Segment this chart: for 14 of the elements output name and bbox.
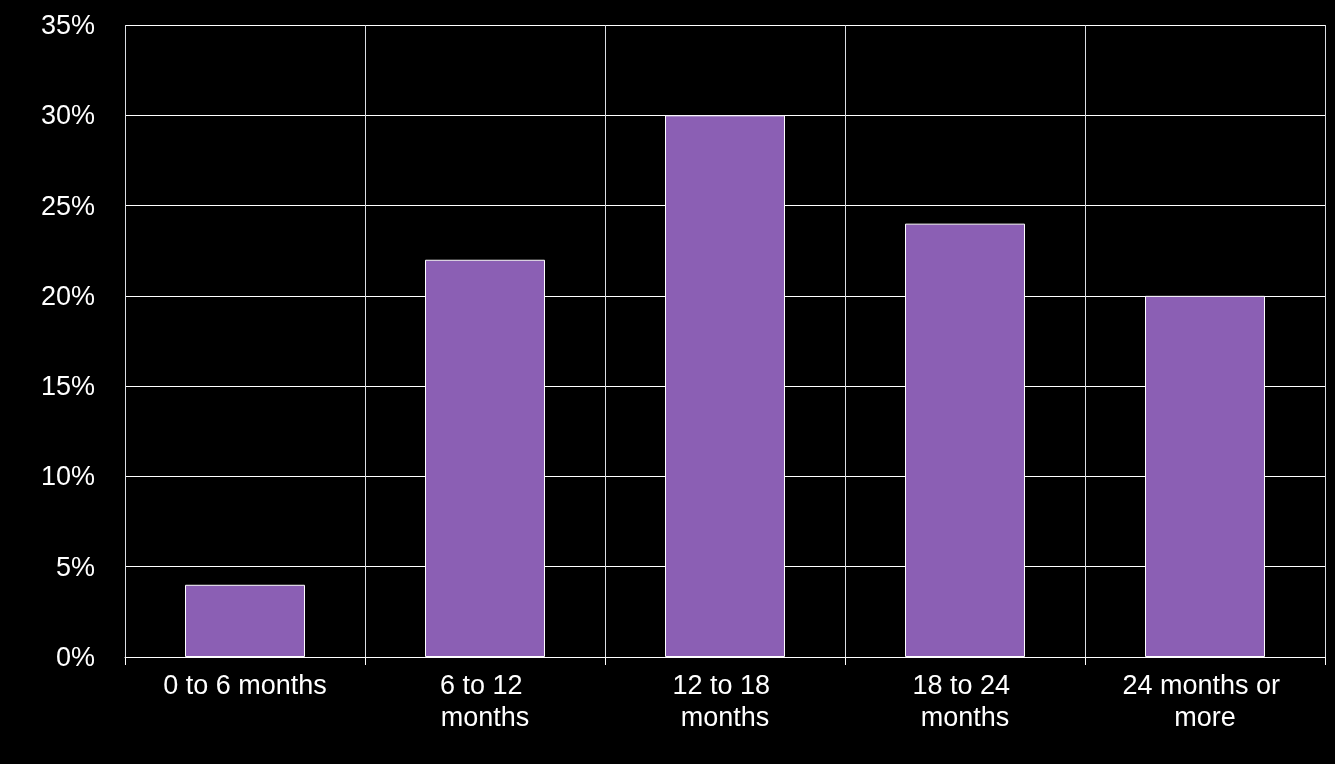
y-tick-label: 5% [55, 551, 95, 582]
x-tick-label: 24 months or more [1122, 670, 1288, 732]
x-tick-label: 0 to 6 months [163, 670, 327, 700]
y-tick-label: 10% [40, 461, 95, 492]
y-tick-label: 25% [40, 190, 95, 221]
y-tick-label: 20% [40, 280, 95, 311]
y-tick-label: 0% [55, 642, 95, 672]
y-tick-label: 30% [40, 100, 95, 131]
y-tick-label: 15% [40, 371, 95, 402]
bar [185, 584, 305, 657]
x-tick-label: 18 to 24 months [912, 670, 1018, 732]
x-tick-label: 6 to 12 months [439, 670, 531, 732]
y-tick-label: 35% [40, 10, 95, 40]
x-tick-label: 12 to 18 months [672, 670, 778, 732]
